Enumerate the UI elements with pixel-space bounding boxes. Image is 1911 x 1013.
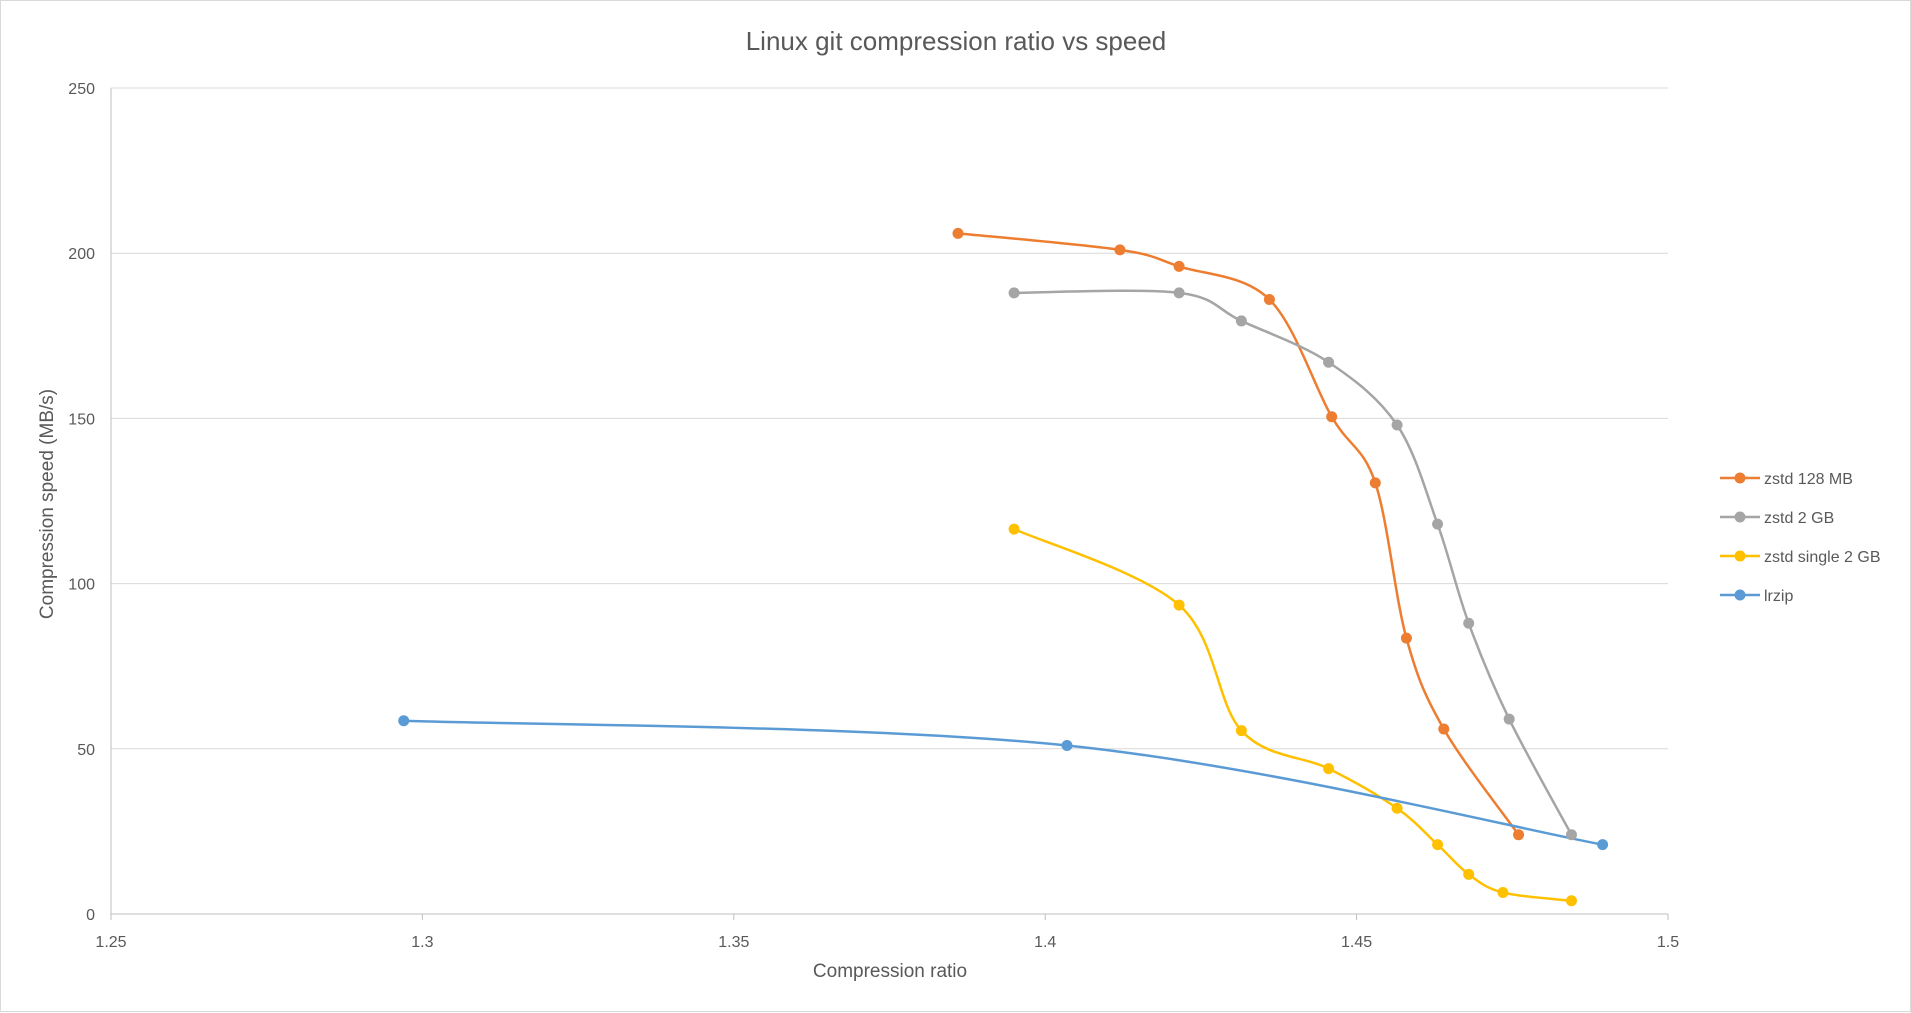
data-point-lrzip xyxy=(398,715,410,727)
data-point-zstd-128-mb xyxy=(1438,723,1450,735)
data-point-zstd-128-mb xyxy=(1369,477,1381,489)
legend-label: zstd 2 GB xyxy=(1764,510,1834,527)
legend: zstd 128 MB zstd 2 GB zstd single 2 GB lrzi… xyxy=(1720,471,1881,605)
data-point-zstd-single-2-gb xyxy=(1463,868,1475,880)
legend-swatch-marker xyxy=(1734,550,1746,562)
data-point-zstd-128-mb xyxy=(1326,411,1338,423)
legend-label: zstd 128 MB xyxy=(1764,471,1853,488)
series-lines xyxy=(402,232,1604,903)
data-point-zstd-single-2-gb xyxy=(1497,887,1509,899)
data-point-lrzip xyxy=(1597,839,1609,851)
series-line-lrzip xyxy=(402,719,1604,846)
data-point-zstd-2-gb xyxy=(1235,315,1247,327)
series-line-zstd-single-2-gb xyxy=(1012,527,1573,903)
axes xyxy=(110,88,1669,920)
data-point-zstd-single-2-gb xyxy=(1235,725,1247,737)
x-tick-label: 1.3 xyxy=(411,934,433,951)
y-tick-label: 0 xyxy=(86,907,95,924)
data-point-zstd-128-mb xyxy=(952,227,964,239)
data-point-zstd-2-gb xyxy=(1432,518,1444,530)
data-point-zstd-single-2-gb xyxy=(1323,763,1335,775)
x-tick-labels: 1.25 1.3 1.35 1.4 1.45 1.5 xyxy=(95,934,1679,951)
data-point-zstd-2-gb xyxy=(1503,713,1515,725)
y-tick-label: 250 xyxy=(68,81,95,98)
y-tick-label: 50 xyxy=(77,742,95,759)
data-point-zstd-128-mb xyxy=(1263,293,1275,305)
legend-swatch-marker xyxy=(1734,589,1746,601)
y-axis-title: Compression speed (MB/s) xyxy=(37,389,58,619)
x-tick-label: 1.25 xyxy=(95,934,126,951)
legend-swatch-marker xyxy=(1734,511,1746,523)
legend-label: zstd single 2 GB xyxy=(1764,549,1881,566)
gridlines xyxy=(111,87,1668,750)
legend-item-zstd-2-gb: zstd 2 GB xyxy=(1720,510,1834,527)
legend-swatch-marker xyxy=(1734,472,1746,484)
series-line-zstd-2-gb xyxy=(1012,289,1573,836)
data-point-zstd-single-2-gb xyxy=(1391,802,1403,814)
y-tick-label: 100 xyxy=(68,577,95,594)
data-point-zstd-single-2-gb xyxy=(1565,895,1577,907)
series-markers xyxy=(398,227,1609,907)
data-point-zstd-2-gb xyxy=(1391,419,1403,431)
legend-item-zstd-128-mb: zstd 128 MB xyxy=(1720,471,1853,488)
x-tick-label: 1.5 xyxy=(1657,934,1679,951)
data-point-zstd-2-gb xyxy=(1323,356,1335,368)
x-tick-label: 1.35 xyxy=(718,934,749,951)
y-tick-label: 150 xyxy=(68,411,95,428)
legend-label: lrzip xyxy=(1764,588,1793,605)
data-point-zstd-128-mb xyxy=(1114,244,1126,256)
y-tick-labels: 0 50 100 150 200 250 xyxy=(68,81,95,924)
chart-title: Linux git compression ratio vs speed xyxy=(746,26,1167,56)
data-point-lrzip xyxy=(1061,739,1073,751)
data-point-zstd-2-gb xyxy=(1173,287,1185,299)
data-point-zstd-single-2-gb xyxy=(1432,839,1444,851)
data-point-zstd-single-2-gb xyxy=(1008,523,1020,535)
data-point-zstd-2-gb xyxy=(1463,617,1475,629)
y-tick-label: 200 xyxy=(68,246,95,263)
data-point-zstd-128-mb xyxy=(1400,632,1412,644)
data-point-zstd-128-mb xyxy=(1173,260,1185,272)
data-point-zstd-2-gb xyxy=(1008,287,1020,299)
data-point-zstd-single-2-gb xyxy=(1173,599,1185,611)
legend-item-zstd-single-2-gb: zstd single 2 GB xyxy=(1720,549,1881,566)
x-axis-title: Compression ratio xyxy=(813,961,967,982)
data-point-zstd-2-gb xyxy=(1565,829,1577,841)
x-tick-label: 1.45 xyxy=(1341,934,1372,951)
legend-item-lrzip: lrzip xyxy=(1720,588,1793,605)
x-tick-label: 1.4 xyxy=(1034,934,1056,951)
data-point-zstd-128-mb xyxy=(1513,829,1525,841)
